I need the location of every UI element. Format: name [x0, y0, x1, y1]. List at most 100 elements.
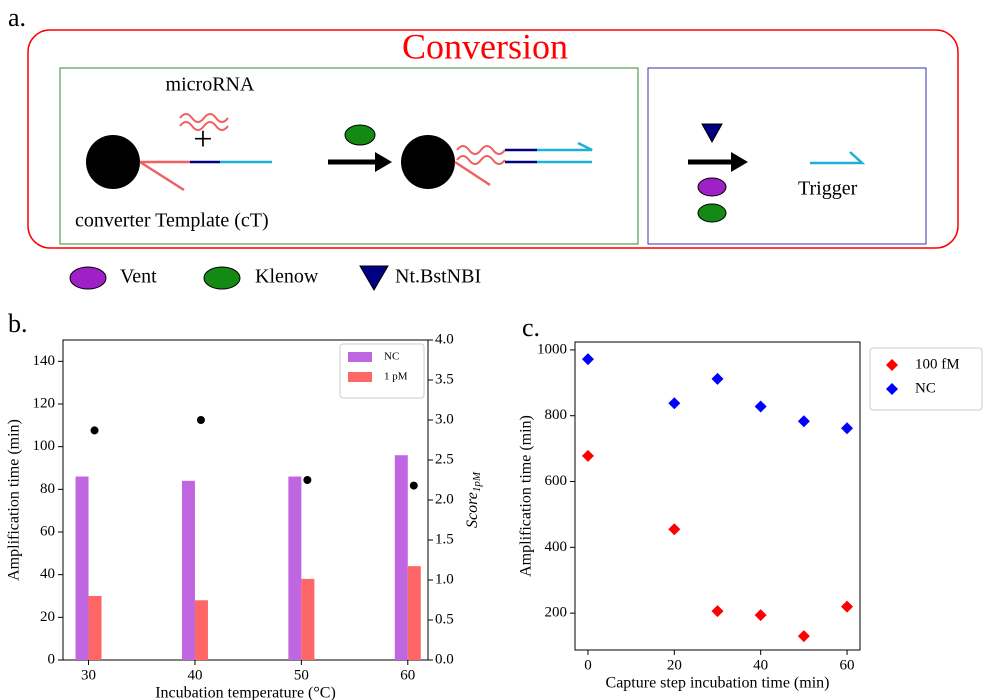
score-point — [90, 426, 99, 435]
point — [581, 449, 594, 462]
nicking-enzyme — [701, 123, 723, 144]
point — [841, 422, 854, 435]
x-tick-label: 30 — [81, 667, 96, 683]
point — [841, 600, 854, 613]
y-tick-label: 60 — [40, 523, 55, 539]
legend-swatch — [203, 266, 241, 290]
y-tick-label: 120 — [33, 395, 56, 411]
template-label: converter Template (cT) — [75, 210, 269, 232]
klenow — [344, 124, 376, 146]
y2-label-sub: 1pM — [471, 471, 483, 492]
y-tick-label: 1000 — [537, 341, 567, 357]
legend-label: Nt.BstNBI — [395, 266, 481, 288]
y-axis-label: Amplification time (min) — [6, 419, 23, 581]
y-tick-label: 800 — [545, 407, 568, 423]
bar — [181, 480, 195, 660]
bead — [86, 135, 140, 189]
y2-tick-label: 0.5 — [435, 611, 454, 627]
legend-swatch — [348, 372, 372, 382]
x-tick-label: 60 — [400, 667, 415, 683]
legend-swatch — [886, 383, 898, 395]
bar — [301, 578, 315, 660]
x-axis-label: Capture step incubation time (min) — [606, 675, 830, 692]
point — [668, 397, 681, 410]
y2-tick-label: 3.0 — [435, 411, 454, 427]
panel-label: c. — [522, 313, 540, 342]
bar — [75, 476, 89, 660]
point — [711, 372, 724, 385]
trigger-strand — [810, 151, 866, 165]
legend-box — [869, 347, 983, 411]
extended-tail — [454, 160, 491, 187]
y2-tick-label: 3.5 — [435, 371, 454, 387]
legend-label: Klenow — [255, 266, 319, 288]
point — [797, 415, 810, 428]
score-point — [409, 481, 418, 490]
legend-swatch — [69, 266, 107, 290]
template-tail — [139, 160, 190, 192]
panel-label: a. — [8, 3, 26, 32]
y2-axis-label: Score1pM — [464, 471, 483, 528]
duplex-trigger — [537, 141, 593, 164]
conversion-box — [27, 29, 959, 249]
legend-label: 100 fM — [915, 356, 960, 372]
bar — [194, 600, 208, 660]
x-axis-label: Incubation temperature (°C) — [155, 685, 336, 700]
legend-swatch — [359, 265, 389, 291]
point — [668, 523, 681, 536]
point — [754, 400, 767, 413]
legend-label: NC — [384, 351, 399, 363]
x-tick-label: 20 — [667, 657, 682, 673]
y-tick-label: 140 — [33, 353, 56, 369]
legend-swatch — [886, 359, 898, 371]
microrna-strand — [179, 113, 229, 131]
bound-microrna — [456, 145, 506, 165]
arrow-head — [731, 152, 748, 172]
arrow-head — [375, 152, 392, 172]
panel-label: b. — [8, 309, 28, 338]
vent — [697, 177, 727, 197]
bar — [407, 566, 421, 660]
x-tick-label: 60 — [840, 657, 855, 673]
y2-tick-label: 1.0 — [435, 571, 454, 587]
y2-label-main: Score — [464, 492, 481, 528]
y2-tick-label: 4.0 — [435, 331, 454, 347]
point — [581, 353, 594, 366]
score-point — [196, 416, 205, 424]
legend-label: Vent — [120, 266, 157, 288]
score-point — [303, 476, 312, 484]
plus-sign: + — [193, 121, 212, 158]
bar — [288, 476, 302, 660]
trigger-label: Trigger — [798, 178, 858, 200]
y-tick-label: 0 — [48, 651, 56, 667]
y-tick-label: 600 — [545, 473, 568, 489]
bar — [394, 455, 408, 660]
y-axis-label: Amplification time (min) — [518, 415, 535, 577]
legend-label: NC — [915, 380, 936, 396]
klenow — [697, 203, 727, 223]
y2-tick-label: 0.0 — [435, 651, 454, 667]
diagram: a. Conversion microRNA + converter Templ… — [8, 3, 959, 291]
y-tick-label: 100 — [33, 438, 56, 454]
x-tick-label: 50 — [294, 667, 309, 683]
y-tick-label: 400 — [545, 539, 568, 555]
legend-swatch — [348, 352, 372, 362]
y-tick-label: 40 — [40, 566, 55, 582]
blue-panel — [647, 67, 927, 245]
diagram-title: Conversion — [402, 26, 568, 66]
microrna-label: microRNA — [166, 74, 255, 96]
point — [711, 605, 724, 618]
point — [797, 630, 810, 643]
y-tick-label: 20 — [40, 609, 55, 625]
x-tick-label: 0 — [584, 657, 592, 673]
y2-tick-label: 2.5 — [435, 451, 454, 467]
bar — [88, 596, 102, 660]
legend-label: 1 pM — [384, 371, 408, 383]
y2-tick-label: 1.5 — [435, 531, 454, 547]
y2-tick-label: 2.0 — [435, 491, 454, 507]
y-tick-label: 80 — [40, 481, 55, 497]
x-tick-label: 40 — [753, 657, 768, 673]
plot-frame — [574, 341, 861, 651]
green-panel — [59, 67, 639, 245]
